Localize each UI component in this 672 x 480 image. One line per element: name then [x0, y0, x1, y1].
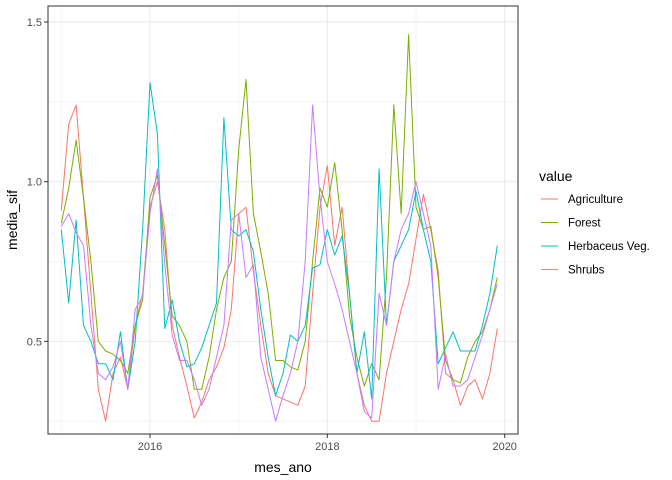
y-tick-label: 1.5	[27, 17, 42, 29]
legend-title: value	[539, 168, 573, 184]
legend-label: Agriculture	[568, 194, 623, 206]
panel-border	[47, 5, 519, 435]
y-tick-label: 1.0	[27, 177, 42, 189]
series-line-shrubs	[60, 104, 498, 422]
panel-background	[48, 6, 518, 434]
series-lines	[60, 34, 498, 422]
x-tick-label: 2016	[138, 441, 162, 453]
series-line-herbaceus-veg	[60, 82, 498, 400]
legend-label: Shrubs	[568, 265, 605, 277]
legend: value Agriculture Forest Herbaceus Veg. Shr…	[539, 168, 650, 277]
y-axis: 0.5 1.0 1.5	[27, 17, 48, 348]
x-axis: 2016 2018 2020	[138, 434, 517, 453]
x-axis-title: mes_ano	[254, 459, 312, 475]
grid	[48, 6, 518, 434]
x-tick-label: 2018	[315, 441, 339, 453]
y-tick-label: 0.5	[27, 336, 42, 348]
series-line-forest	[60, 34, 498, 390]
y-axis-title: media_sif	[4, 190, 20, 250]
x-tick-label: 2020	[492, 441, 516, 453]
legend-label: Forest	[568, 218, 601, 230]
legend-label: Herbaceus Veg.	[568, 241, 650, 253]
